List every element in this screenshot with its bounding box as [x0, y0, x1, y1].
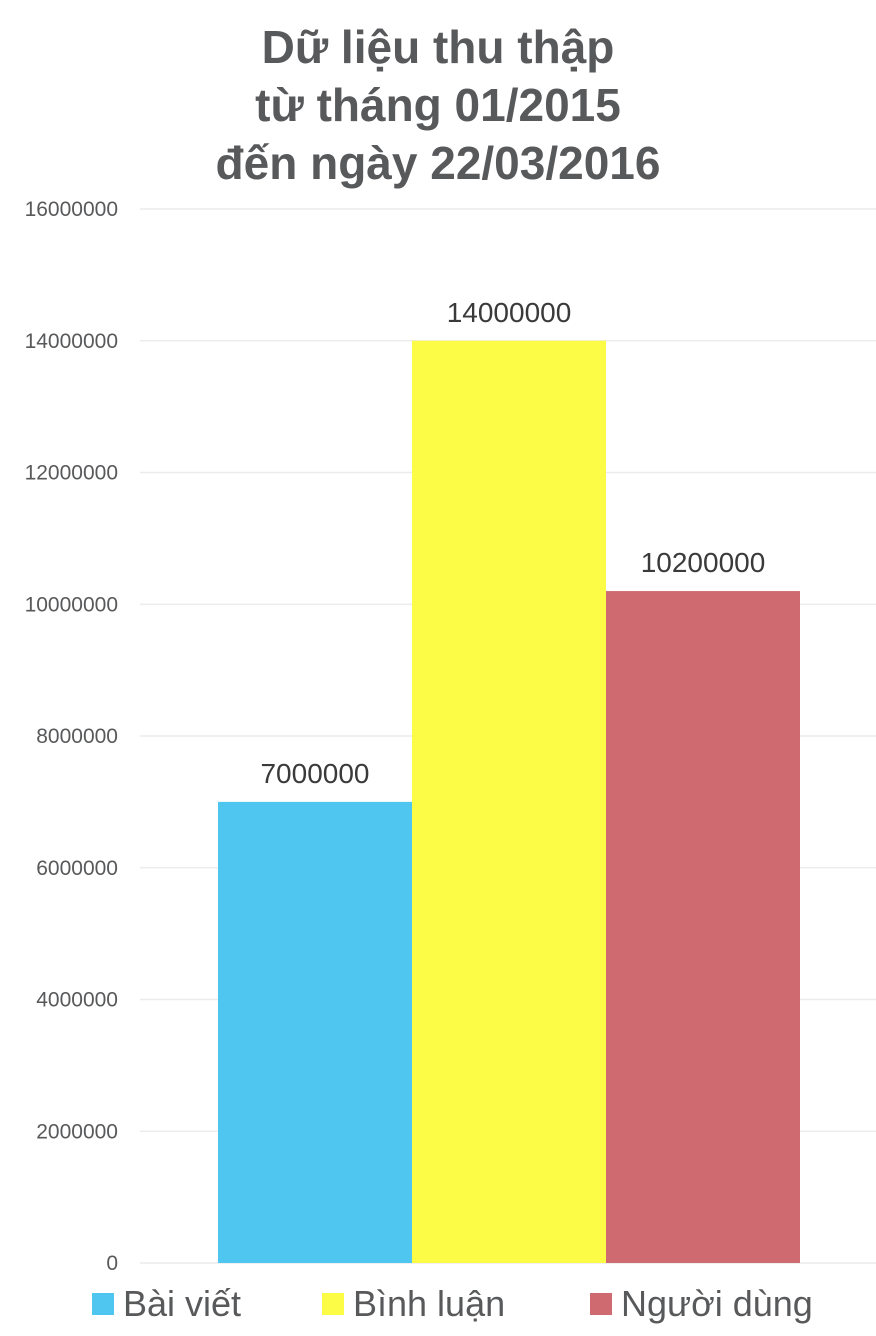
chart-title-line-1: Dữ liệu thu thập [261, 21, 615, 73]
chart-title-line-3: đến ngày 22/03/2016 [215, 137, 661, 189]
y-tick-label: 12000000 [25, 462, 118, 485]
legend: Bài viết Bình luận Người dùng [92, 1283, 813, 1324]
legend-swatch [92, 1293, 114, 1315]
bar-2 [412, 340, 606, 1263]
legend-swatch [590, 1293, 612, 1315]
y-tick-label: 2000000 [36, 1120, 118, 1143]
y-tick-label: 6000000 [36, 857, 118, 880]
data-label: 10200000 [641, 547, 766, 578]
y-tick-label: 4000000 [36, 989, 118, 1012]
data-label: 14000000 [447, 297, 572, 328]
y-tick-label: 16000000 [25, 198, 118, 221]
chart-title: Dữ liệu thu thập từ tháng 01/2015 đến ng… [0, 18, 876, 192]
y-axis-tick-labels: 0 2000000 4000000 6000000 8000000 10000000 120… [25, 198, 118, 1275]
y-tick-label: 0 [106, 1252, 118, 1275]
legend-swatch [322, 1293, 344, 1315]
chart-title-line-2: từ tháng 01/2015 [255, 79, 621, 131]
bar-1 [218, 801, 412, 1263]
y-tick-label: 10000000 [25, 593, 118, 616]
bars [218, 340, 800, 1263]
data-labels: 7000000 14000000 10200000 [260, 297, 765, 789]
data-label: 7000000 [260, 758, 369, 789]
y-tick-label: 8000000 [36, 725, 118, 748]
bar-3 [606, 591, 800, 1263]
y-tick-label: 14000000 [25, 330, 118, 353]
legend-label: Bài viết [123, 1283, 241, 1324]
legend-label: Bình luận [353, 1283, 505, 1324]
legend-label: Người dùng [621, 1283, 813, 1324]
